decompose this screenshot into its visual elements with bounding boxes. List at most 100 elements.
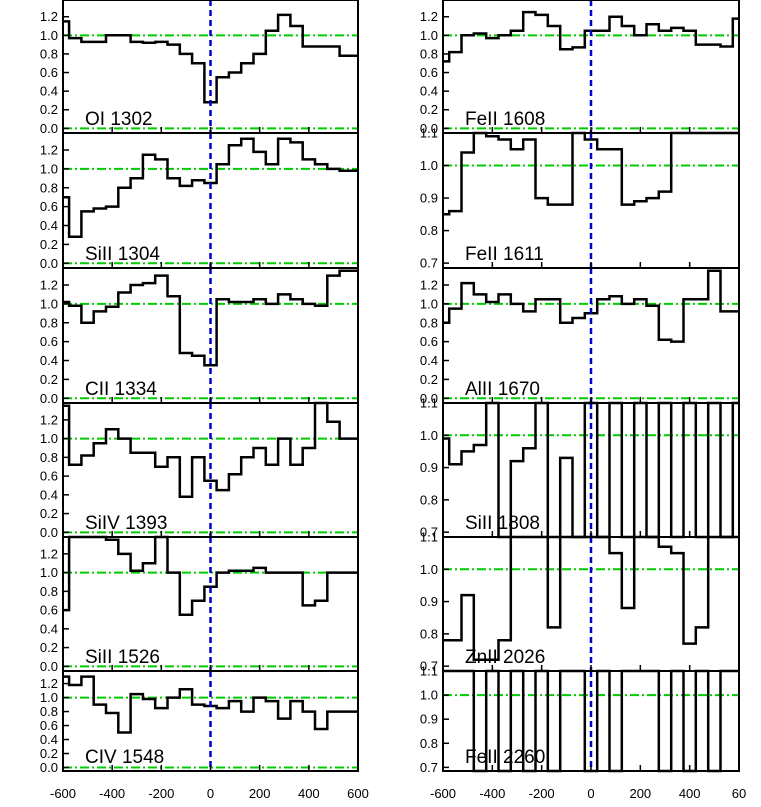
x-tick-label: 600 [347,786,369,801]
y-tick-label: 1.2 [40,277,58,292]
y-tick-label: 0.0 [420,121,438,136]
y-tick-label: 1.1 [420,530,438,545]
panel-label-feii-1608: FeII 1608 [465,109,545,130]
panel-label-feii-1611: FeII 1611 [465,244,544,265]
y-tick-label: 1.0 [40,565,58,580]
y-tick-label: 0.4 [40,732,58,747]
y-tick-label: 0.0 [40,525,58,540]
x-tick-label: 400 [679,786,701,801]
y-tick-label: 0.4 [40,218,58,233]
panel-label-znii-2026: ZnII 2026 [465,647,545,668]
x-tick-label: -200 [529,786,555,801]
y-tick-label: 1.1 [420,396,438,411]
y-tick-label: 1.0 [40,161,58,176]
y-tick-label: 0.2 [40,640,58,655]
spectrum-siii-1304 [63,137,358,239]
y-tick-label: 0.8 [40,450,58,465]
y-tick-label: 0.6 [420,65,438,80]
y-tick-label: 1.2 [40,676,58,691]
x-tick-label: -600 [430,786,456,801]
y-tick-label: 0.2 [420,102,438,117]
y-tick-label: 1.2 [40,9,58,24]
y-tick-label: 0.8 [420,315,438,330]
y-tick-label: 0.0 [40,391,58,406]
y-tick-label: 1.0 [40,296,58,311]
y-tick-label: 0.9 [420,191,438,206]
y-tick-label: 0.2 [40,506,58,521]
y-tick-label: 0.4 [40,84,58,99]
y-tick-label: 1.0 [40,431,58,446]
y-tick-label: 0.7 [420,256,438,271]
y-tick-label: 0.7 [420,760,438,775]
y-tick-label: 1.0 [420,158,438,173]
y-tick-label: 1.1 [420,126,438,141]
y-tick-label: 1.2 [420,277,438,292]
y-tick-label: 0.0 [40,121,58,136]
y-tick-label: 1.0 [420,296,438,311]
x-tick-label: 0 [207,786,214,801]
spectrum-siii-1526 [63,535,358,617]
y-tick-label: 0.8 [40,180,58,195]
y-tick-label: 1.2 [40,142,58,157]
y-tick-label: 1.0 [40,28,58,43]
y-tick-label: 0.8 [420,492,438,507]
x-tick-label: 0 [587,786,594,801]
spectrum-cii-1334 [63,269,358,367]
panel-label-siii-1526: SiII 1526 [85,647,160,668]
y-tick-label: 0.8 [420,46,438,61]
y-tick-label: 1.2 [420,9,438,24]
x-tick-label: -400 [479,786,505,801]
y-tick-label: 0.9 [420,594,438,609]
x-tick-label: 400 [298,786,320,801]
panel-label-feii-2260: FeII 2260 [465,747,545,768]
y-tick-label: 0.2 [40,372,58,387]
x-tick-label: -200 [148,786,174,801]
y-tick-label: 0.6 [40,334,58,349]
y-tick-label: 1.0 [420,28,438,43]
y-tick-label: 0.2 [420,372,438,387]
y-tick-label: 0.0 [40,760,58,775]
y-tick-label: 0.2 [40,102,58,117]
y-tick-label: 1.0 [420,562,438,577]
panel-label-siii-1304: SiII 1304 [85,244,160,265]
y-tick-label: 0.8 [420,223,438,238]
y-tick-label: 0.8 [420,736,438,751]
y-tick-label: 1.2 [40,412,58,427]
y-tick-label: 0.4 [420,84,438,99]
y-tick-label: 0.9 [420,460,438,475]
x-tick-label: -600 [50,786,76,801]
y-tick-label: 0.8 [40,315,58,330]
y-tick-label: 1.1 [420,664,438,679]
y-tick-label: 1.0 [40,690,58,705]
x-tick-label: -400 [99,786,125,801]
y-tick-label: 0.0 [40,256,58,271]
x-tick-label: 200 [629,786,651,801]
y-tick-label: 0.8 [40,704,58,719]
y-tick-label: 0.6 [40,718,58,733]
spectrum-oi-1302 [63,13,358,104]
y-tick-label: 1.0 [420,428,438,443]
y-tick-label: 0.4 [40,487,58,502]
y-tick-label: 0.6 [40,199,58,214]
y-tick-label: 0.2 [40,237,58,252]
panel-label-civ-1548: CIV 1548 [85,747,164,768]
spectrum-civ-1548 [63,675,358,734]
y-tick-label: 0.0 [420,391,438,406]
y-tick-label: 0.6 [420,334,438,349]
y-tick-label: 1.0 [420,688,438,703]
y-tick-label: 0.0 [40,659,58,674]
x-tick-label: 200 [249,786,271,801]
y-tick-label: 0.8 [40,584,58,599]
panel-label-siii-1808: SiII 1808 [465,513,540,534]
y-tick-label: 0.6 [40,603,58,618]
spectrum-feii-1608 [443,10,739,63]
y-tick-label: 0.2 [40,746,58,761]
y-tick-label: 1.2 [40,546,58,561]
spectrum-alii-1670 [443,269,739,343]
panel-label-siiv-1393: SiIV 1393 [85,513,167,534]
panel-label-cii-1334: CII 1334 [85,379,157,400]
y-tick-label: 0.7 [420,659,438,674]
y-tick-label: 0.8 [420,626,438,641]
y-tick-label: 0.6 [40,469,58,484]
